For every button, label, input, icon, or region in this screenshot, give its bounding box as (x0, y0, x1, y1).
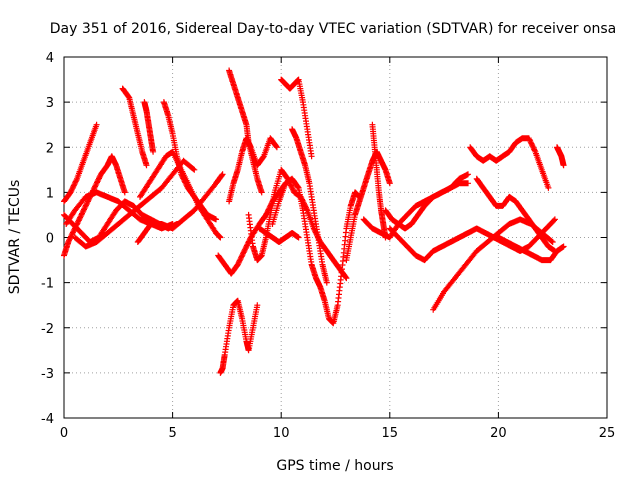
data-point-markers (369, 121, 389, 241)
data-point-markers (289, 126, 330, 286)
chart-title: Day 351 of 2016, Sidereal Day-to-day VTE… (50, 21, 617, 37)
data-point-markers (63, 189, 176, 232)
y-tick-label: 1 (46, 186, 54, 201)
series-arc-13 (226, 67, 265, 196)
series-arc-10 (134, 171, 226, 245)
series-arc-17 (269, 175, 363, 327)
y-tick-label: 4 (46, 51, 54, 66)
data-point-markers (137, 148, 224, 241)
plot-frame (63, 56, 608, 419)
series-arc-05 (71, 157, 198, 250)
series-arc-23 (382, 171, 471, 232)
series-arc-07 (141, 99, 157, 155)
data-point-markers (141, 99, 157, 155)
series-arc-06 (119, 85, 150, 169)
data-point-markers (382, 171, 471, 232)
data-point-markers (71, 157, 198, 250)
y-axis-label: SDTVAR / TECUs (7, 180, 23, 295)
series-arc-14 (226, 135, 280, 205)
series-arc-11 (217, 297, 261, 376)
x-tick-label: 15 (382, 426, 399, 441)
series-arc-19 (256, 225, 302, 245)
series-arc-16 (278, 76, 315, 160)
series-arc-28 (495, 234, 567, 264)
series-arc-12 (215, 180, 289, 277)
data-point-markers (215, 180, 289, 277)
series-arc-29 (554, 144, 567, 169)
data-points (61, 67, 567, 376)
data-point-markers (61, 121, 100, 205)
data-point-markers (278, 76, 315, 160)
y-tick-label: -3 (41, 367, 54, 382)
series-arc-09 (137, 148, 224, 241)
y-tick-label: -1 (41, 277, 54, 292)
y-tick-label: -4 (41, 412, 54, 427)
series-arc-27 (473, 175, 558, 254)
series-arc-08 (160, 99, 219, 223)
series-arc-21 (369, 121, 389, 241)
data-point-markers (269, 175, 363, 327)
series-arc-01 (61, 121, 100, 205)
y-tick-label: 0 (46, 232, 54, 247)
x-tick-label: 25 (599, 426, 616, 441)
y-axis-ticks: -4 -3 -2 -1 0 1 2 3 4 (41, 51, 607, 427)
x-axis-label: GPS time / hours (276, 458, 393, 474)
data-point-markers (61, 153, 128, 259)
data-point-markers (467, 135, 552, 191)
data-point-markers (256, 225, 302, 245)
data-point-markers (119, 85, 150, 169)
x-axis-ticks: 0 5 10 15 20 25 (60, 57, 615, 441)
series-arc-02 (61, 153, 128, 259)
data-point-markers (226, 135, 280, 205)
y-tick-label: 3 (46, 96, 54, 111)
x-tick-label: 5 (168, 426, 176, 441)
data-point-markers (473, 175, 558, 254)
x-tick-label: 10 (273, 426, 290, 441)
series-arc-18 (289, 126, 330, 286)
data-point-markers (495, 234, 567, 264)
data-point-markers (217, 297, 261, 376)
data-point-markers (160, 99, 219, 223)
y-tick-label: 2 (46, 141, 54, 156)
grid-lines (64, 57, 607, 418)
series-arc-26 (467, 135, 552, 191)
data-point-markers (134, 171, 226, 245)
series-arc-04 (63, 189, 176, 232)
data-point-markers (554, 144, 567, 169)
series-arc-22 (360, 180, 471, 241)
data-point-markers (360, 180, 471, 241)
x-tick-label: 0 (60, 426, 68, 441)
y-tick-label: -2 (41, 322, 54, 337)
data-point-markers (226, 67, 265, 196)
x-tick-label: 20 (490, 426, 507, 441)
